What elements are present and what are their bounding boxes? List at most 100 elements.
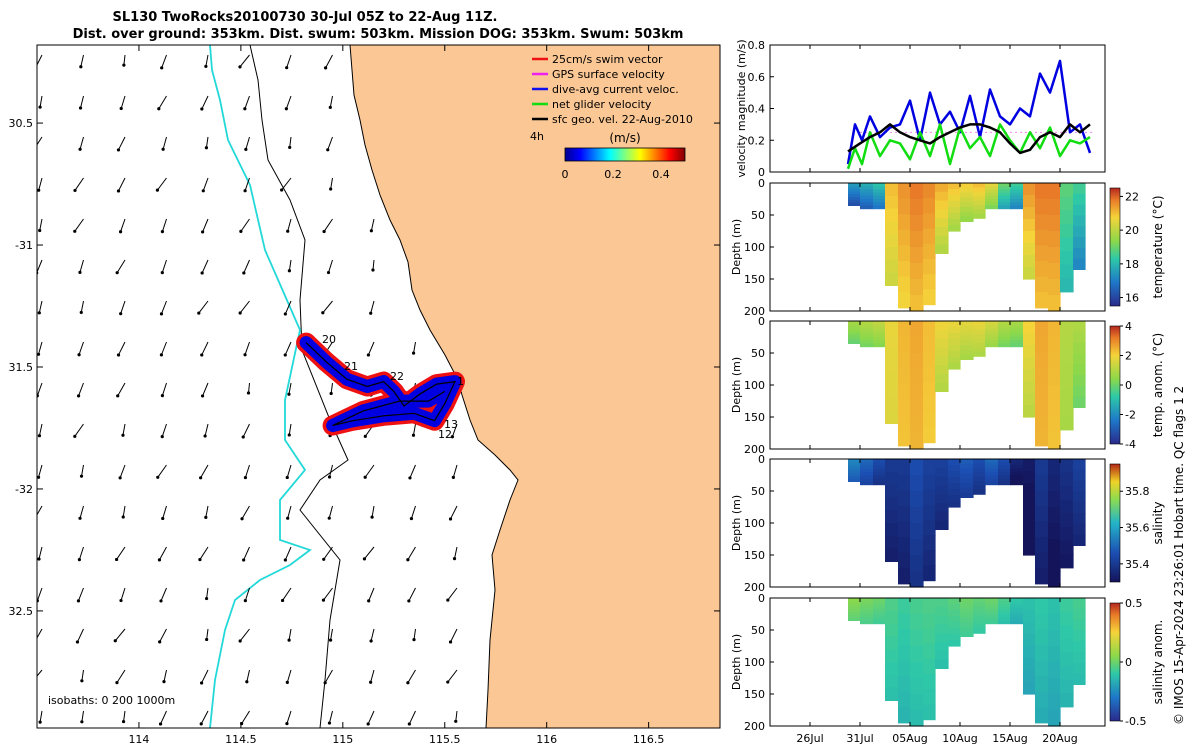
geo-arrow-head [367,599,371,603]
geo-arrow-head [115,680,119,685]
heat-cell [1010,465,1024,470]
ytick-label: 200 [744,581,765,594]
heat-cell [1035,707,1049,724]
series-0 [846,59,1092,165]
heat-cell [960,345,974,351]
heat-cell [1073,598,1086,610]
geo-arrow [118,177,126,192]
heat-cell [873,205,886,210]
heat-cell [898,430,911,447]
heat-cell [1010,604,1024,609]
geo-arrow-head [79,65,83,69]
geo-arrow-head [243,189,247,193]
geo-arrow [370,300,375,314]
geo-arrow [119,464,126,479]
geo-arrow-head [32,148,35,151]
geo-arrow-head [241,435,245,439]
heat-cell [1060,540,1074,555]
colorbar-tick-label: 0.4 [652,168,670,181]
heat-cell [1073,608,1086,621]
heat-cell [885,346,899,360]
geo-arrow-head [76,394,81,398]
heat-cell [848,612,861,616]
geo-arrow-head [204,64,208,68]
geo-arrow [161,218,167,232]
heat-cell [1048,630,1061,647]
heat-cell [1023,646,1036,659]
heat-cell [910,630,924,647]
heat-cell [898,399,911,416]
heat-cell [860,321,874,325]
heat-cell [1048,598,1061,615]
heat-cell [1048,321,1061,338]
heat-cell [985,462,999,466]
geo-arrow-head [327,475,332,479]
heat-cell [1048,295,1061,312]
heat-cell [1035,198,1049,215]
heat-cell [935,459,949,469]
heat-cell [923,336,936,352]
geo-arrow [79,136,84,150]
heat-cell [1035,568,1049,585]
heat-cell [1060,348,1074,363]
heat-cell [1023,195,1036,208]
heat-cell [1023,207,1036,220]
heat-cell [973,196,986,202]
geo-arrow-head [238,639,242,643]
heat-cell [923,243,936,260]
colorbar [1109,602,1121,722]
heat-cell [898,459,911,476]
heat-cell [985,324,999,328]
heat-cell [935,183,949,193]
heat-cell [898,490,911,507]
heat-cell [973,338,986,344]
heat-cell [985,471,999,476]
heat-cell [860,604,874,609]
heat-cell [848,326,861,330]
geo-arrow [370,628,375,642]
geo-arrow-head [38,720,42,724]
geo-arrow [325,54,333,69]
heat-cell [910,295,924,312]
geo-arrow-head [118,230,123,234]
geo-arrow [157,177,167,191]
heat-cell [848,609,861,613]
heat-cell [960,459,974,465]
geo-arrow [37,259,43,274]
heat-cell [848,337,861,342]
panel-frame [769,44,1106,173]
geo-arrow-head [239,229,243,233]
heat-cell [1035,183,1049,200]
geo-arrow [116,669,126,683]
heat-cell [910,475,924,492]
ytick-label: 100 [744,379,765,392]
heat-cell [1035,399,1049,416]
heat-cell [998,199,1011,203]
geo-arrow [38,300,43,313]
geo-arrow [327,136,333,150]
map-xtick-label: 115 [332,733,353,746]
heat-cell [1073,321,1086,333]
heat-cell [873,465,886,470]
heat-cell [1010,324,1024,328]
heat-cell [873,324,886,328]
heat-cell [998,471,1011,476]
heat-cell [1010,620,1024,625]
heat-cell [935,329,949,340]
heat-cell [960,617,974,623]
ylabel: Depth (m) [730,357,743,413]
heat-cell [923,565,936,582]
time-label: 4h [530,130,544,143]
heat-cell [848,185,861,190]
heat-cell [1073,258,1086,270]
geo-arrow-head [197,311,201,315]
heat-cell [985,459,999,463]
geo-arrow-head [287,392,291,396]
heat-cell [1060,679,1074,694]
legend-entry: sfc geo. vel. 22-Aug-2010 [552,113,693,126]
geo-arrow [78,341,84,355]
ylabel: Depth (m) [730,634,743,690]
ytick-label: 0 [758,315,765,328]
geo-arrow-head [73,434,77,438]
